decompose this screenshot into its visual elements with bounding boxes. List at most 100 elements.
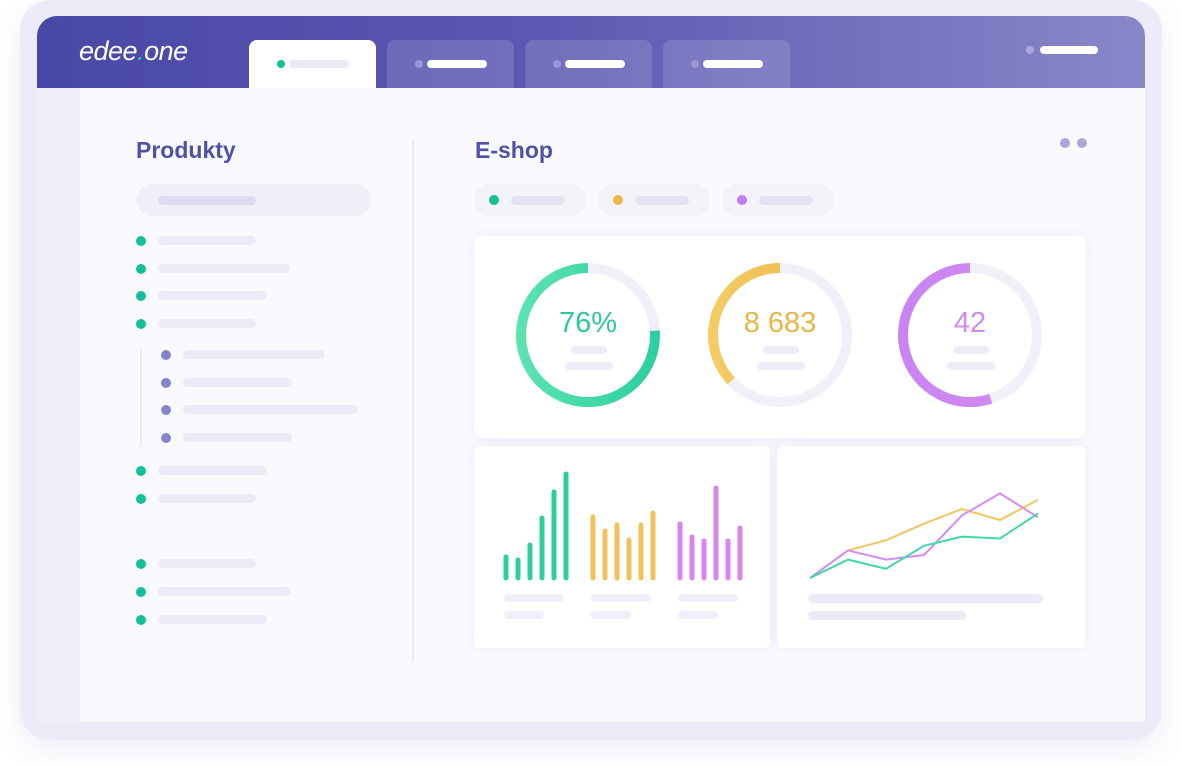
more-dot-icon[interactable] bbox=[1060, 138, 1070, 148]
bar-label-placeholder bbox=[504, 611, 544, 619]
item-label-placeholder bbox=[158, 466, 267, 475]
tab-3[interactable] bbox=[525, 40, 652, 88]
more-dot-icon[interactable] bbox=[1077, 138, 1087, 148]
tab-label-placeholder bbox=[703, 60, 763, 68]
search-input[interactable] bbox=[136, 184, 372, 216]
bullet-dot-icon bbox=[136, 494, 146, 504]
tab-dot-icon bbox=[415, 60, 423, 68]
tab-2[interactable] bbox=[387, 40, 514, 88]
item-label-placeholder bbox=[158, 319, 256, 328]
line-series bbox=[809, 498, 1039, 579]
list-item[interactable] bbox=[135, 584, 294, 600]
line-chart bbox=[809, 492, 1039, 579]
list-item[interactable] bbox=[135, 261, 294, 277]
ring-value-1: 76% bbox=[558, 307, 618, 339]
ring-label-placeholder bbox=[763, 346, 799, 354]
sublist-item[interactable] bbox=[160, 375, 296, 391]
filter-pill[interactable] bbox=[722, 184, 834, 216]
logo-suffix: one bbox=[144, 36, 188, 66]
ring-label-placeholder bbox=[571, 346, 607, 354]
item-label-placeholder bbox=[158, 615, 267, 624]
list-item[interactable] bbox=[135, 316, 260, 332]
user-menu[interactable] bbox=[1040, 46, 1098, 54]
logo-main: edee bbox=[79, 36, 138, 66]
bullet-dot-icon bbox=[136, 264, 146, 274]
sublist-item[interactable] bbox=[160, 347, 329, 363]
tab-label-placeholder bbox=[289, 60, 349, 68]
divider bbox=[412, 140, 414, 662]
logo-dot: . bbox=[137, 36, 145, 66]
bullet-dot-icon bbox=[136, 236, 146, 246]
filter-dot-icon bbox=[613, 195, 623, 205]
side-strip bbox=[37, 88, 80, 722]
bullet-dot-icon bbox=[161, 405, 171, 415]
bullet-dot-icon bbox=[161, 378, 171, 388]
top-header: edee.one bbox=[37, 16, 1145, 88]
ring-stats-card: 76% 8 683 42 bbox=[474, 236, 1086, 438]
item-label-placeholder bbox=[158, 494, 256, 503]
user-dot-icon bbox=[1026, 46, 1034, 54]
sublist-item[interactable] bbox=[160, 402, 362, 418]
tab-4[interactable] bbox=[663, 40, 790, 88]
ring-progress bbox=[898, 263, 1042, 407]
products-title: Produkty bbox=[136, 137, 236, 163]
item-label-placeholder bbox=[158, 236, 256, 245]
item-label-placeholder bbox=[158, 291, 267, 300]
rings-svg bbox=[516, 263, 1042, 407]
tab-dot-icon bbox=[553, 60, 561, 68]
bullet-dot-icon bbox=[136, 466, 146, 476]
search-placeholder bbox=[158, 196, 256, 205]
item-label-placeholder bbox=[183, 433, 292, 442]
bullet-dot-icon bbox=[136, 587, 146, 597]
caption-placeholder bbox=[808, 611, 966, 620]
item-label-placeholder bbox=[183, 378, 292, 387]
sublist-item[interactable] bbox=[160, 430, 296, 446]
filter-dot-icon bbox=[737, 195, 747, 205]
ring-label-placeholder bbox=[953, 346, 989, 354]
ring-progress bbox=[516, 263, 660, 407]
bar-label-placeholder bbox=[678, 611, 718, 619]
list-item[interactable] bbox=[135, 612, 271, 628]
bar-label-placeholder bbox=[591, 594, 651, 602]
ring-progress bbox=[708, 263, 852, 407]
bullet-dot-icon bbox=[136, 559, 146, 569]
bullet-dot-icon bbox=[136, 319, 146, 329]
list-item[interactable] bbox=[135, 491, 260, 507]
ring-label-placeholder bbox=[565, 362, 613, 370]
bullet-dot-icon bbox=[136, 291, 146, 301]
item-label-placeholder bbox=[183, 350, 325, 359]
list-item[interactable] bbox=[135, 463, 271, 479]
bullet-dot-icon bbox=[161, 433, 171, 443]
tab-dot-icon bbox=[691, 60, 699, 68]
filter-pill[interactable] bbox=[598, 184, 710, 216]
list-item[interactable] bbox=[135, 288, 271, 304]
filter-label-placeholder bbox=[511, 196, 565, 205]
filter-label-placeholder bbox=[635, 196, 689, 205]
item-label-placeholder bbox=[158, 264, 290, 273]
ring-label-placeholder bbox=[947, 362, 995, 370]
tab-label-placeholder bbox=[427, 60, 487, 68]
bar-label-placeholder bbox=[678, 594, 738, 602]
bullet-dot-icon bbox=[136, 615, 146, 625]
list-item[interactable] bbox=[135, 556, 260, 572]
line-series bbox=[809, 492, 1039, 579]
eshop-title: E-shop bbox=[475, 137, 553, 163]
bar-chart bbox=[503, 471, 743, 619]
bar-chart-card bbox=[474, 446, 770, 648]
caption-placeholder bbox=[808, 594, 1043, 603]
ring-value-2: 8 683 bbox=[743, 307, 817, 339]
sublist-line bbox=[140, 350, 142, 446]
item-label-placeholder bbox=[158, 559, 256, 568]
list-item[interactable] bbox=[135, 233, 260, 249]
bullet-dot-icon bbox=[161, 350, 171, 360]
filter-dot-icon bbox=[489, 195, 499, 205]
filter-pill[interactable] bbox=[474, 184, 586, 216]
bar-label-placeholder bbox=[504, 594, 564, 602]
tab-1[interactable] bbox=[249, 40, 376, 88]
item-label-placeholder bbox=[183, 405, 358, 414]
ring-value-3: 42 bbox=[953, 307, 987, 339]
bar-label-placeholder bbox=[591, 611, 631, 619]
item-label-placeholder bbox=[158, 587, 290, 596]
logo: edee.one bbox=[79, 36, 188, 67]
